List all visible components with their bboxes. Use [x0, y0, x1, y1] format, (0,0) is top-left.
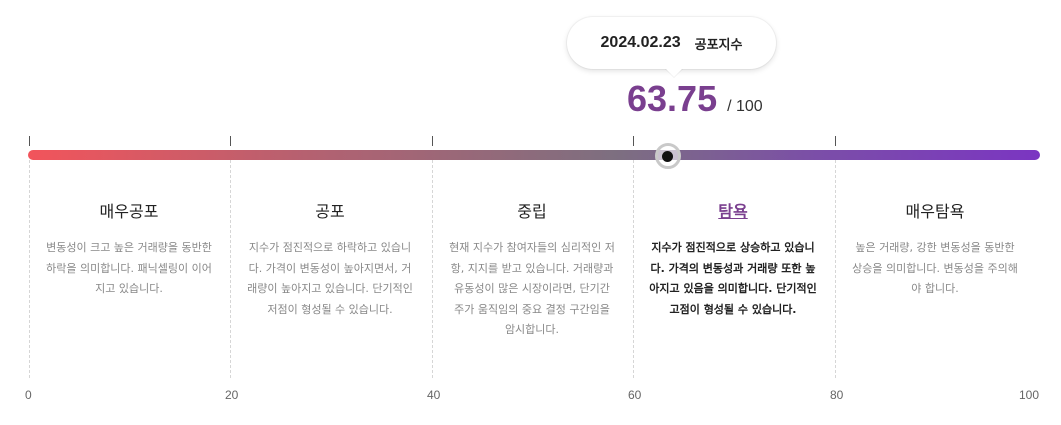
- zone-description: 현재 지수가 참여자들의 심리적인 저항, 지지를 받고 있습니다. 거래량과 …: [449, 241, 615, 336]
- zone-extreme-greed: 매우탐욕 높은 거래량, 강한 변동성을 동반한 상승을 의미합니다. 변동성을…: [845, 198, 1025, 300]
- zone-description: 높은 거래량, 강한 변동성을 동반한 상승을 의미합니다. 변동성을 주의해야…: [852, 241, 1018, 295]
- zone-title: 매우탐욕: [905, 202, 965, 221]
- zone-divider: [29, 160, 30, 378]
- axis-label: 20: [225, 388, 239, 402]
- axis-label: 40: [427, 388, 441, 402]
- zone-extreme-fear: 매우공포 변동성이 크고 높은 거래량을 동반한 하락을 의미합니다. 패닉셀링…: [39, 198, 219, 300]
- axis-label: 60: [628, 388, 642, 402]
- scale-tick: [835, 136, 836, 146]
- tooltip-label: 공포지수: [694, 37, 743, 53]
- scale-tick: [633, 136, 634, 146]
- scale-tick: [29, 136, 30, 146]
- zone-divider: [432, 160, 433, 378]
- zone-title: 공포: [315, 202, 345, 221]
- zone-title: 중립: [517, 202, 547, 221]
- zone-fear: 공포 지수가 점진적으로 하락하고 있습니다. 가격이 변동성이 높아지면서, …: [240, 198, 420, 320]
- zone-divider: [230, 160, 231, 378]
- score-max: / 100: [727, 98, 763, 115]
- tooltip-date: 2024.02.23: [600, 34, 681, 51]
- scale-tick: [432, 136, 433, 146]
- index-marker[interactable]: [654, 143, 681, 169]
- zone-description: 지수가 점진적으로 상승하고 있습니다. 가격의 변동성과 거래량 또한 높아지…: [649, 241, 817, 316]
- zone-divider: [835, 160, 836, 378]
- zone-title: 매우공포: [99, 202, 159, 221]
- zone-description: 변동성이 크고 높은 거래량을 동반한 하락을 의미합니다. 패닉셀링이 이어지…: [46, 241, 212, 295]
- zone-title-link[interactable]: 탐욕: [718, 202, 748, 221]
- marker-dot: [662, 150, 674, 162]
- gradient-scale-bar: [28, 150, 1040, 160]
- axis-label: 0: [25, 388, 32, 402]
- axis-label: 100: [1019, 388, 1040, 402]
- zone-description: 지수가 점진적으로 하락하고 있습니다. 가격이 변동성이 높아지면서, 거래량…: [247, 241, 413, 316]
- score-value: 63.75: [627, 78, 718, 119]
- score-display: 63.75 / 100: [627, 78, 763, 120]
- zone-greed: 탐욕 지수가 점진적으로 상승하고 있습니다. 가격의 변동성과 거래량 또한 …: [643, 198, 823, 320]
- zone-divider: [633, 160, 634, 378]
- scale-tick: [230, 136, 231, 146]
- axis-label: 80: [830, 388, 844, 402]
- date-tooltip: 2024.02.23 공포지수: [567, 17, 776, 69]
- zone-neutral: 중립 현재 지수가 참여자들의 심리적인 저항, 지지를 받고 있습니다. 거래…: [442, 198, 622, 341]
